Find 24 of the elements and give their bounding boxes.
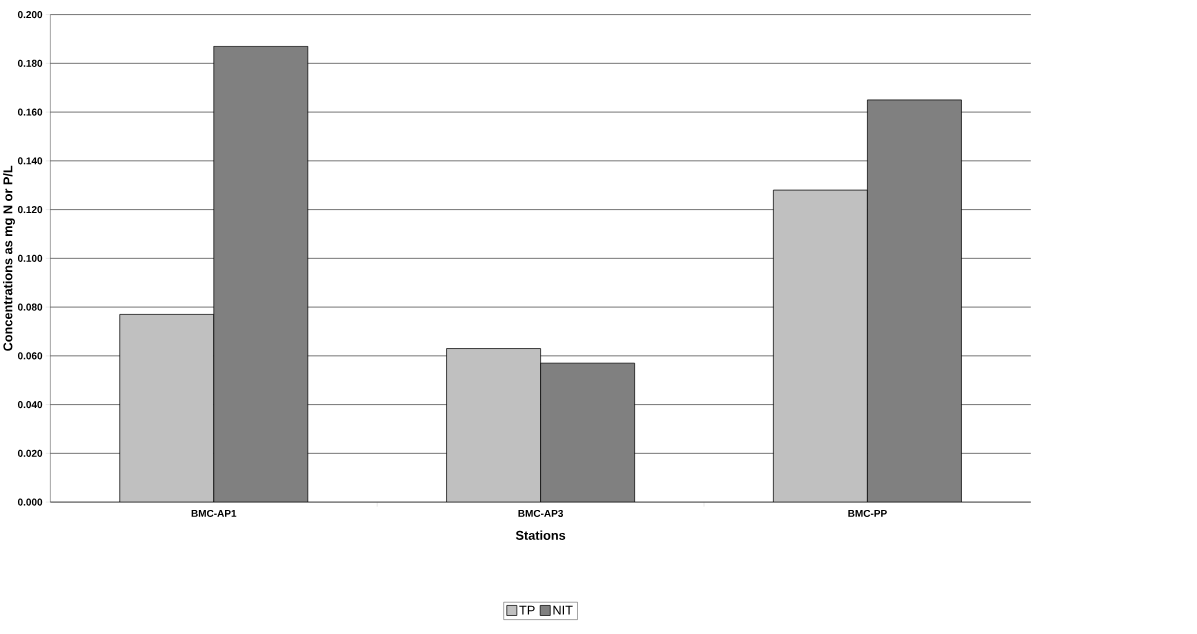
bar <box>446 348 541 503</box>
bar <box>867 99 962 503</box>
bar <box>213 46 309 503</box>
y-tick-label: 0.200 <box>17 11 43 19</box>
x-tick-label: BMC-PP <box>848 510 887 518</box>
y-tick-label: 0.160 <box>17 108 43 116</box>
legend-label: TP <box>519 606 535 615</box>
bar <box>773 189 868 503</box>
y-tick-label: 0.060 <box>17 352 43 360</box>
y-tick-label: 0.080 <box>17 303 43 311</box>
legend-label: NIT <box>553 606 573 615</box>
y-tick-label: 0.020 <box>17 450 43 458</box>
y-axis-title: Concentrations as mg N or P/L <box>3 165 15 352</box>
x-tick-label: BMC-AP1 <box>191 510 237 518</box>
x-axis-title: Stations <box>515 530 566 541</box>
x-tick-label: BMC-AP3 <box>518 510 564 518</box>
bar <box>540 363 635 503</box>
y-tick-label: 0.140 <box>17 157 43 165</box>
y-tick-label: 0.100 <box>17 255 43 263</box>
bar <box>119 314 215 503</box>
y-tick-label: 0.040 <box>17 401 43 409</box>
y-tick-label: 0.000 <box>17 498 43 506</box>
y-tick-label: 0.120 <box>17 206 43 214</box>
y-tick-label: 0.180 <box>17 60 43 68</box>
